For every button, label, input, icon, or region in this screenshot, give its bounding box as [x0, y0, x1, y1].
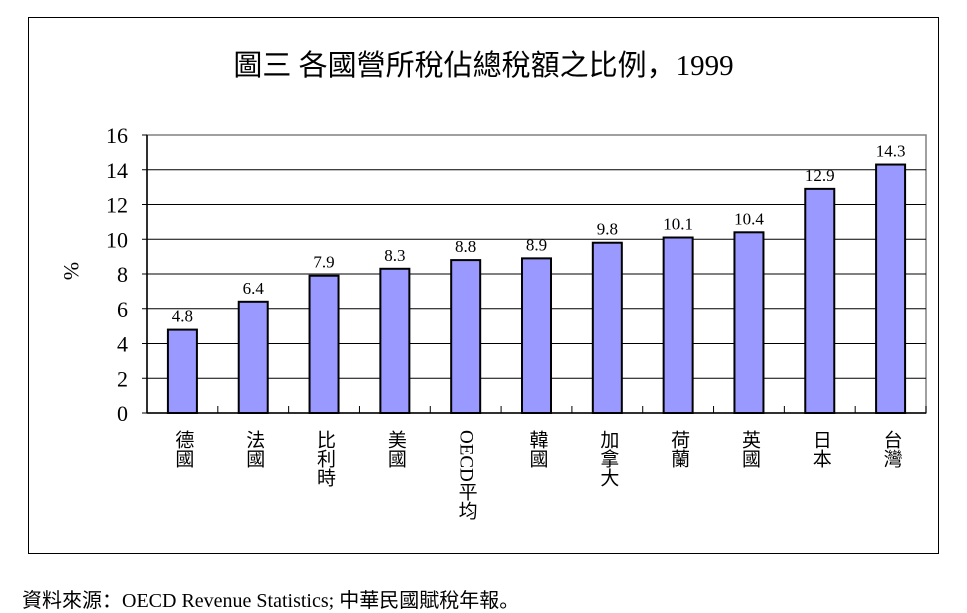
y-tick-label: 8 [117, 262, 128, 287]
data-label: 9.8 [597, 220, 618, 239]
x-tick-label: 日本 [809, 430, 831, 468]
bar [450, 259, 482, 414]
data-label: 4.8 [172, 307, 193, 326]
x-tick-label: 台灣 [880, 430, 902, 468]
x-tick-label: OECD平均 [455, 430, 477, 520]
chart-frame [28, 17, 939, 554]
bar [521, 257, 552, 414]
y-tick-label: 10 [106, 227, 128, 252]
bar [308, 274, 340, 414]
y-tick-label: 14 [106, 158, 128, 183]
x-tick-label: 英國 [738, 430, 760, 468]
data-label: 10.1 [663, 215, 693, 234]
x-tick-label: 比利時 [314, 430, 336, 487]
bar [237, 300, 269, 414]
x-tick-label: 法國 [243, 430, 265, 468]
x-tick-label: 美國 [384, 430, 406, 468]
bar [804, 187, 836, 414]
bar [591, 241, 623, 414]
source-note: 資料來源：OECD Revenue Statistics; 中華民國賦稅年報。 [22, 590, 520, 612]
data-label: 6.4 [243, 279, 265, 298]
x-tick-label: 德國 [172, 430, 194, 468]
data-label: 8.8 [455, 237, 476, 256]
y-tick-label: 12 [106, 193, 128, 218]
y-tick-label: 4 [117, 332, 128, 357]
data-label: 12.9 [805, 166, 835, 185]
data-label: 10.4 [734, 209, 764, 228]
bar [379, 267, 411, 414]
y-tick-label: 6 [117, 297, 128, 322]
y-tick-label: 0 [117, 401, 128, 426]
x-tick-label: 加拿大 [597, 430, 619, 487]
bar [662, 236, 694, 414]
data-label: 8.3 [384, 246, 405, 265]
data-label: 7.9 [313, 253, 334, 272]
y-tick-label: 2 [117, 366, 128, 391]
bar [733, 231, 765, 414]
x-tick-label: 荷蘭 [668, 430, 690, 468]
data-label: 14.3 [876, 142, 906, 161]
bar [166, 328, 198, 415]
data-label: 8.9 [526, 235, 547, 254]
y-axis-label: % [59, 261, 85, 281]
bar [875, 163, 907, 414]
y-tick-label: 16 [106, 123, 128, 148]
chart-title: 圖三 各國營所稅佔總稅額之比例，1999 [233, 50, 734, 82]
x-tick-label: 韓國 [526, 430, 548, 468]
